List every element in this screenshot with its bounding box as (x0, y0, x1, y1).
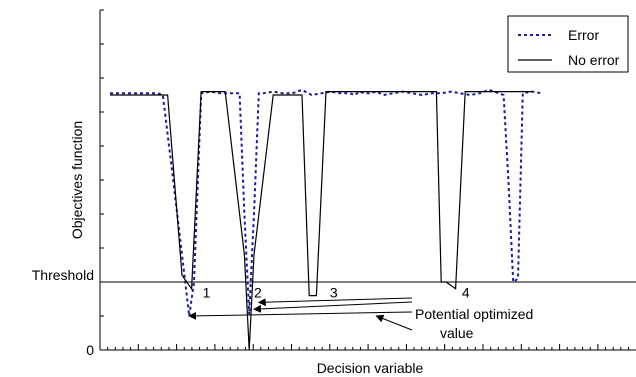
series-no-error-line (110, 90, 533, 351)
x-axis: Decision variable (99, 344, 636, 376)
annotation-layer: 1 2 3 4 Potential optimized value (188, 284, 533, 341)
annotation-number-1: 1 (203, 284, 211, 300)
annotation-arrow (257, 297, 413, 307)
x-axis-label: Decision variable (317, 360, 424, 376)
annotation-arrow (253, 301, 413, 313)
annotation-number-4: 4 (462, 284, 470, 300)
series-layer (110, 88, 543, 351)
annotation-label-line1: Potential optimized (415, 306, 533, 322)
legend-label-error: Error (568, 27, 599, 43)
annotation-number-2: 2 (254, 284, 262, 300)
annotation-label-line2: value (440, 325, 474, 341)
legend-label-no-error: No error (568, 52, 620, 68)
legend-box (507, 15, 629, 73)
y-tick-label-threshold: Threshold (32, 267, 94, 283)
annotation-number-3: 3 (330, 284, 338, 300)
legend: Error No error (507, 15, 629, 73)
y-axis-label: Objectives function (69, 121, 85, 239)
annotation-arrow (188, 311, 413, 320)
annotation-arrow (375, 314, 413, 331)
y-axis: Objectives function Threshold 0 (32, 9, 104, 358)
y-tick-label-zero: 0 (86, 342, 94, 358)
